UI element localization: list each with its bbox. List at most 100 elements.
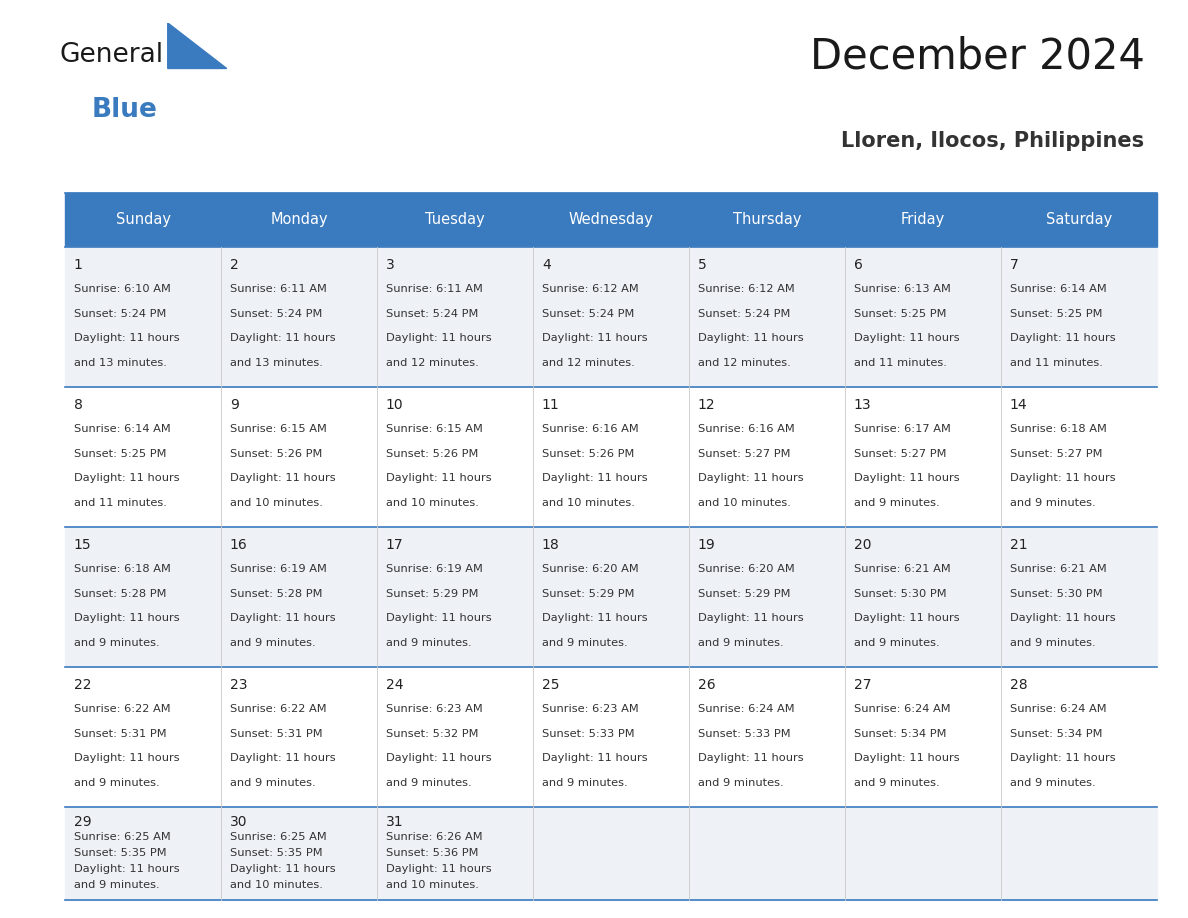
Text: and 10 minutes.: and 10 minutes.: [230, 880, 323, 890]
Text: Sunrise: 6:21 AM: Sunrise: 6:21 AM: [1010, 565, 1106, 575]
Text: Daylight: 11 hours: Daylight: 11 hours: [1010, 613, 1116, 623]
Text: and 9 minutes.: and 9 minutes.: [697, 778, 783, 788]
Text: Daylight: 11 hours: Daylight: 11 hours: [697, 473, 803, 483]
Text: Lloren, Ilocos, Philippines: Lloren, Ilocos, Philippines: [841, 131, 1144, 151]
Text: and 9 minutes.: and 9 minutes.: [1010, 638, 1095, 648]
Text: Sunrise: 6:25 AM: Sunrise: 6:25 AM: [74, 832, 171, 842]
Bar: [845, 807, 1001, 900]
Text: Sunset: 5:26 PM: Sunset: 5:26 PM: [542, 449, 634, 459]
Text: Sunset: 5:27 PM: Sunset: 5:27 PM: [1010, 449, 1102, 459]
Text: Daylight: 11 hours: Daylight: 11 hours: [542, 473, 647, 483]
Bar: [378, 667, 533, 807]
Text: 6: 6: [854, 258, 862, 272]
Text: and 10 minutes.: and 10 minutes.: [386, 880, 479, 890]
Bar: [533, 807, 689, 900]
Text: 28: 28: [1010, 678, 1028, 692]
Text: Sunset: 5:32 PM: Sunset: 5:32 PM: [386, 729, 479, 739]
Text: Daylight: 11 hours: Daylight: 11 hours: [74, 864, 179, 874]
Text: Blue: Blue: [91, 96, 158, 122]
Text: Daylight: 11 hours: Daylight: 11 hours: [854, 473, 960, 483]
Bar: [845, 387, 1001, 527]
Bar: [689, 527, 845, 667]
Text: and 9 minutes.: and 9 minutes.: [854, 498, 940, 508]
Text: Sunset: 5:33 PM: Sunset: 5:33 PM: [542, 729, 634, 739]
Text: Sunset: 5:27 PM: Sunset: 5:27 PM: [854, 449, 947, 459]
Text: and 9 minutes.: and 9 minutes.: [74, 778, 159, 788]
Polygon shape: [168, 23, 227, 69]
Text: Sunset: 5:34 PM: Sunset: 5:34 PM: [1010, 729, 1102, 739]
Bar: [533, 387, 689, 527]
Text: Daylight: 11 hours: Daylight: 11 hours: [230, 864, 335, 874]
Text: Sunrise: 6:13 AM: Sunrise: 6:13 AM: [854, 284, 950, 294]
Text: and 9 minutes.: and 9 minutes.: [854, 638, 940, 648]
Text: Sunrise: 6:12 AM: Sunrise: 6:12 AM: [697, 284, 795, 294]
Bar: [845, 247, 1001, 387]
Text: Sunset: 5:24 PM: Sunset: 5:24 PM: [697, 308, 790, 319]
Text: Sunset: 5:24 PM: Sunset: 5:24 PM: [542, 308, 634, 319]
Text: 31: 31: [386, 814, 404, 829]
Text: 11: 11: [542, 398, 560, 412]
Text: and 11 minutes.: and 11 minutes.: [854, 358, 947, 367]
Text: Sunset: 5:24 PM: Sunset: 5:24 PM: [386, 308, 479, 319]
Text: Sunrise: 6:24 AM: Sunrise: 6:24 AM: [697, 704, 795, 714]
Text: Daylight: 11 hours: Daylight: 11 hours: [230, 473, 335, 483]
Text: Sunset: 5:29 PM: Sunset: 5:29 PM: [697, 588, 790, 599]
Bar: [689, 387, 845, 527]
Text: 7: 7: [1010, 258, 1018, 272]
Text: Sunrise: 6:22 AM: Sunrise: 6:22 AM: [230, 704, 327, 714]
Text: Sunrise: 6:26 AM: Sunrise: 6:26 AM: [386, 832, 482, 842]
Text: Sunrise: 6:16 AM: Sunrise: 6:16 AM: [697, 424, 795, 434]
Text: Sunrise: 6:24 AM: Sunrise: 6:24 AM: [1010, 704, 1106, 714]
Text: Daylight: 11 hours: Daylight: 11 hours: [697, 333, 803, 343]
Bar: [533, 247, 689, 387]
Text: Sunset: 5:25 PM: Sunset: 5:25 PM: [74, 449, 166, 459]
Bar: [378, 247, 533, 387]
Text: Sunrise: 6:19 AM: Sunrise: 6:19 AM: [386, 565, 482, 575]
Text: Sunset: 5:35 PM: Sunset: 5:35 PM: [74, 848, 166, 858]
Text: Daylight: 11 hours: Daylight: 11 hours: [697, 754, 803, 764]
Text: Sunrise: 6:18 AM: Sunrise: 6:18 AM: [74, 565, 171, 575]
Text: Sunset: 5:28 PM: Sunset: 5:28 PM: [230, 588, 322, 599]
Text: Sunrise: 6:15 AM: Sunrise: 6:15 AM: [230, 424, 327, 434]
Text: 3: 3: [386, 258, 394, 272]
Bar: [533, 667, 689, 807]
Text: and 13 minutes.: and 13 minutes.: [230, 358, 323, 367]
Text: and 12 minutes.: and 12 minutes.: [386, 358, 479, 367]
Text: and 9 minutes.: and 9 minutes.: [1010, 778, 1095, 788]
Text: and 12 minutes.: and 12 minutes.: [542, 358, 634, 367]
Text: Saturday: Saturday: [1045, 212, 1112, 228]
Text: and 10 minutes.: and 10 minutes.: [386, 498, 479, 508]
Text: Daylight: 11 hours: Daylight: 11 hours: [74, 754, 179, 764]
Text: Sunrise: 6:18 AM: Sunrise: 6:18 AM: [1010, 424, 1106, 434]
Text: and 9 minutes.: and 9 minutes.: [542, 638, 627, 648]
Text: Sunset: 5:30 PM: Sunset: 5:30 PM: [1010, 588, 1102, 599]
Bar: [689, 807, 845, 900]
Text: 20: 20: [854, 538, 871, 553]
Text: General: General: [59, 42, 164, 69]
Bar: [221, 667, 378, 807]
Text: Daylight: 11 hours: Daylight: 11 hours: [1010, 333, 1116, 343]
Text: Daylight: 11 hours: Daylight: 11 hours: [542, 333, 647, 343]
Text: Daylight: 11 hours: Daylight: 11 hours: [230, 333, 335, 343]
Text: Sunrise: 6:19 AM: Sunrise: 6:19 AM: [230, 565, 327, 575]
Text: Sunrise: 6:20 AM: Sunrise: 6:20 AM: [542, 565, 639, 575]
Text: Sunrise: 6:11 AM: Sunrise: 6:11 AM: [230, 284, 327, 294]
Text: Daylight: 11 hours: Daylight: 11 hours: [854, 613, 960, 623]
Bar: [221, 193, 378, 247]
Text: 18: 18: [542, 538, 560, 553]
Text: and 9 minutes.: and 9 minutes.: [697, 638, 783, 648]
Text: Sunset: 5:31 PM: Sunset: 5:31 PM: [230, 729, 322, 739]
Text: and 9 minutes.: and 9 minutes.: [542, 778, 627, 788]
Text: Sunrise: 6:16 AM: Sunrise: 6:16 AM: [542, 424, 639, 434]
Text: and 9 minutes.: and 9 minutes.: [230, 778, 316, 788]
Text: Tuesday: Tuesday: [425, 212, 485, 228]
Text: Daylight: 11 hours: Daylight: 11 hours: [74, 473, 179, 483]
Text: Wednesday: Wednesday: [569, 212, 653, 228]
Text: Sunset: 5:27 PM: Sunset: 5:27 PM: [697, 449, 790, 459]
Bar: [1001, 807, 1157, 900]
Text: Sunrise: 6:14 AM: Sunrise: 6:14 AM: [74, 424, 171, 434]
Bar: [221, 247, 378, 387]
Text: and 9 minutes.: and 9 minutes.: [854, 778, 940, 788]
Text: Monday: Monday: [271, 212, 328, 228]
Text: Daylight: 11 hours: Daylight: 11 hours: [542, 754, 647, 764]
